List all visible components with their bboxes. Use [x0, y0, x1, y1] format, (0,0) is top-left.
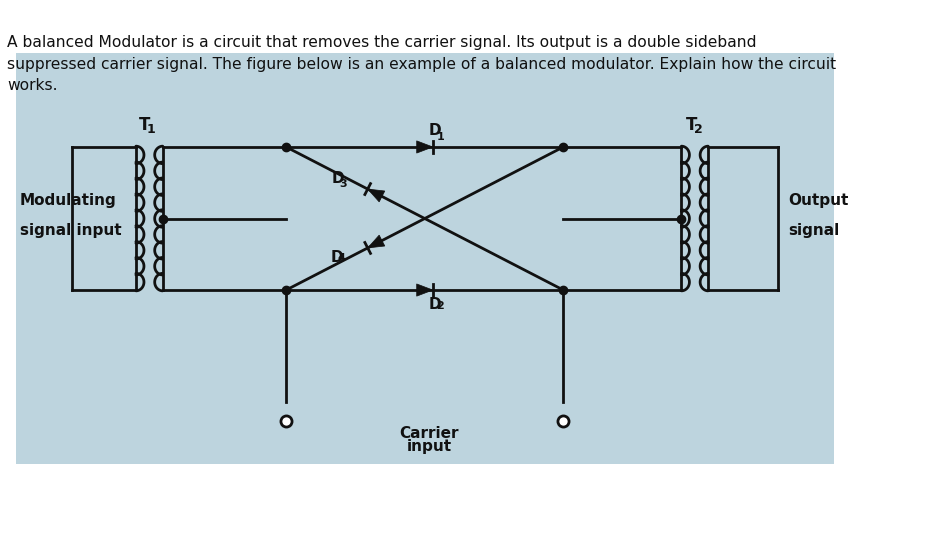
Text: input: input [407, 439, 452, 455]
Polygon shape [417, 284, 433, 296]
Text: D: D [332, 171, 344, 185]
Polygon shape [368, 189, 385, 202]
Text: Carrier: Carrier [399, 426, 459, 441]
Polygon shape [368, 235, 385, 248]
Text: Output: Output [788, 193, 849, 208]
Text: signal: signal [788, 223, 840, 238]
Text: D: D [428, 123, 441, 138]
Text: 4: 4 [338, 253, 345, 263]
Text: D: D [428, 297, 441, 312]
Text: A balanced Modulator is a circuit that removes the carrier signal. Its output is: A balanced Modulator is a circuit that r… [8, 35, 836, 94]
Text: 3: 3 [340, 179, 347, 189]
Text: 1: 1 [146, 123, 155, 136]
Text: T: T [686, 117, 697, 135]
Text: 2: 2 [694, 123, 703, 136]
Text: 1: 1 [437, 132, 444, 142]
Polygon shape [417, 141, 433, 153]
Text: T: T [139, 117, 150, 135]
Text: D: D [330, 249, 342, 265]
FancyBboxPatch shape [16, 53, 834, 464]
Text: Modulating: Modulating [20, 193, 116, 208]
Text: 2: 2 [437, 301, 444, 311]
Text: signal input: signal input [20, 223, 122, 238]
